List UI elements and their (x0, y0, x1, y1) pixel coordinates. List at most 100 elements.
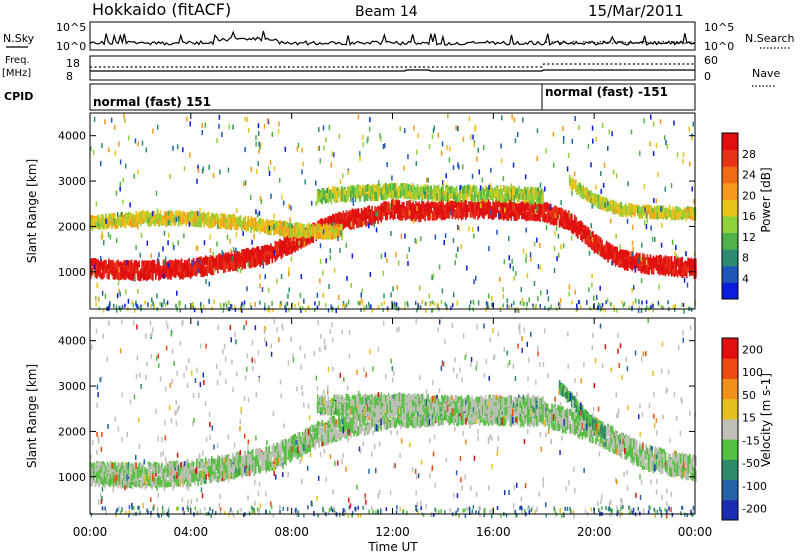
echo-cell (555, 206, 558, 214)
echo-cell (204, 266, 207, 274)
echo-cell (145, 270, 148, 278)
echo-cell (691, 264, 694, 272)
echo-cell (127, 260, 130, 268)
echo-cell (338, 186, 340, 194)
echo-cell (121, 219, 124, 227)
echo-cell (106, 220, 109, 228)
echo-cell (431, 134, 434, 140)
echo-cell (171, 260, 174, 268)
echo-cell (492, 201, 494, 209)
echo-cell (139, 211, 142, 219)
echo-cell (584, 226, 587, 234)
echo-cell (392, 183, 395, 191)
echo-cell (513, 196, 516, 204)
echo-cell (401, 209, 404, 217)
echo-cell (666, 256, 668, 264)
echo-cell (446, 205, 449, 213)
echo-cell (643, 253, 646, 261)
echo-cell (548, 208, 550, 216)
echo-cell (304, 230, 307, 238)
echo-cell (351, 186, 354, 194)
echo-cell (474, 209, 476, 217)
echo-cell (217, 264, 219, 272)
echo-cell (671, 239, 674, 245)
echo-cell (398, 213, 401, 221)
echo-cell (510, 213, 513, 221)
echo-cell (524, 202, 526, 210)
echo-cell (91, 258, 94, 266)
echo-cell (165, 263, 168, 271)
echo-cell (286, 246, 289, 254)
echo-cell (177, 259, 180, 267)
echo-cell (457, 193, 460, 201)
echo-cell (539, 209, 541, 217)
echo-cell (507, 213, 510, 221)
echo-cell (463, 200, 466, 208)
echo-cell (341, 194, 343, 202)
echo-cell (647, 206, 650, 214)
echo-cell (266, 250, 269, 258)
echo-cell (96, 258, 98, 266)
echo-cell (136, 261, 139, 269)
echo-cell (280, 240, 283, 248)
echo-cell (156, 217, 159, 225)
echo-cell (186, 259, 189, 267)
echo-cell (102, 268, 104, 276)
echo-cell (484, 193, 487, 201)
echo-cell (382, 143, 385, 149)
echo-cell (321, 197, 324, 205)
echo-cell (595, 234, 597, 242)
echo-cell (400, 204, 402, 212)
echo-cell (677, 207, 680, 215)
echo-cell (599, 242, 602, 250)
echo-cell (251, 248, 254, 256)
echo-cell (436, 207, 438, 215)
echo-cell (313, 231, 316, 239)
echo-cell (221, 261, 224, 269)
echo-cell (690, 262, 693, 270)
echo-cell (101, 231, 104, 237)
echo-cell (207, 216, 210, 224)
echo-cell (94, 257, 97, 265)
echo-cell (353, 187, 355, 195)
echo-cell (543, 215, 546, 223)
echo-cell (123, 273, 125, 281)
echo-cell (404, 191, 407, 199)
echo-cell (242, 221, 245, 229)
echo-cell (118, 141, 120, 147)
echo-cell (147, 210, 150, 218)
echo-cell (406, 200, 408, 208)
echo-cell (302, 161, 305, 167)
echo-cell (204, 213, 207, 221)
echo-cell (206, 266, 209, 274)
echo-cell (150, 265, 153, 273)
echo-cell (114, 272, 116, 280)
echo-cell (453, 209, 455, 217)
echo-cell (440, 206, 443, 214)
echo-cell (224, 252, 227, 260)
echo-cell (489, 211, 491, 219)
echo-cell (481, 186, 484, 194)
echo-cell (260, 249, 263, 257)
echo-cell (504, 211, 507, 219)
echo-cell (662, 210, 665, 218)
echo-cell (182, 269, 184, 277)
echo-cell (195, 264, 198, 272)
echo-cell (620, 209, 622, 217)
echo-cell (548, 215, 550, 223)
echo-cell (390, 201, 393, 209)
echo-cell (350, 210, 352, 218)
echo-cell (121, 262, 124, 270)
echo-cell (250, 215, 252, 223)
echo-cell (409, 200, 411, 208)
echo-cell (360, 219, 363, 227)
echo-cell (655, 255, 658, 263)
echo-cell (570, 179, 573, 187)
echo-cell (336, 187, 339, 195)
echo-cell (611, 244, 614, 252)
echo-cell (669, 256, 671, 264)
echo-cell (424, 191, 427, 197)
echo-cell (283, 222, 286, 230)
echo-cell (586, 236, 588, 244)
cpid-panel: CPID normal (fast) 151 normal (fast) -15… (4, 83, 696, 111)
